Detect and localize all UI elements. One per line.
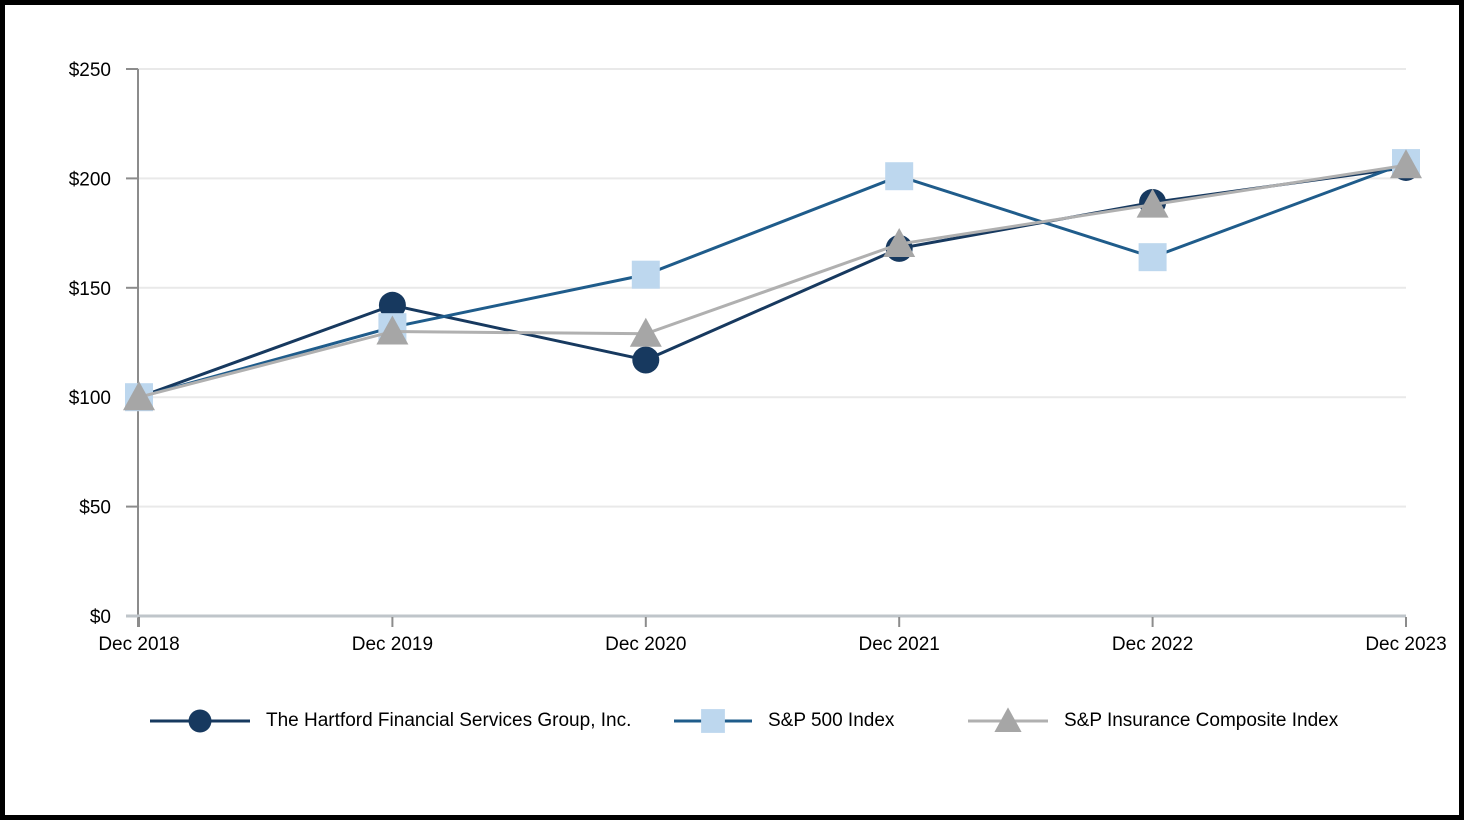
insurance-line-triangle-icon [968, 707, 1048, 733]
legend-marker [188, 709, 212, 733]
y-tick-label: $0 [90, 607, 111, 628]
series-1-marker [631, 260, 660, 289]
legend-marker [994, 707, 1022, 733]
legend-label-sp500: S&P 500 Index [768, 710, 895, 731]
legend-label-insurance: S&P Insurance Composite Index [1064, 710, 1339, 731]
x-tick-label: Dec 2019 [352, 634, 433, 655]
y-tick-label: $50 [79, 498, 111, 519]
series-0-marker [378, 291, 406, 319]
series-1-line [138, 161, 1407, 399]
series-2-marker [1390, 149, 1422, 179]
axes [126, 68, 1407, 627]
x-tick-label: Dec 2022 [1112, 634, 1193, 655]
y-tick-label: $150 [69, 279, 111, 300]
x-tick-label: Dec 2023 [1365, 634, 1446, 655]
series-2-line [138, 163, 1407, 399]
series-2-marker [629, 317, 662, 347]
legend-item-hartford: The Hartford Financial Services Group, I… [150, 705, 631, 737]
axis-labels: $0 $50 $100 $150 $200 $250 Dec 2018 Dec 2019 Dec… [69, 60, 1447, 655]
series-0-marker [632, 346, 660, 374]
stock-performance-line-chart: $0 $50 $100 $150 $200 $250 Dec 2018 Dec 2019 Dec… [69, 60, 1447, 655]
x-tick-label: Dec 2021 [859, 634, 940, 655]
y-tick-label: $100 [69, 388, 111, 409]
series-2-marker [376, 315, 409, 345]
series-2-marker [1136, 188, 1169, 218]
series-0-line [138, 165, 1407, 399]
chart-legend: The Hartford Financial Services Group, I… [5, 705, 1459, 737]
legend-label-hartford: The Hartford Financial Services Group, I… [266, 710, 632, 731]
y-tick-label: $200 [69, 169, 111, 190]
x-tick-label: Dec 2018 [98, 634, 179, 655]
series-2-marker [123, 381, 155, 411]
legend-item-insurance: S&P Insurance Composite Index [968, 705, 1338, 737]
series-1-marker [885, 162, 914, 191]
series-1-marker [1138, 243, 1167, 272]
sp500-line-square-icon [674, 709, 752, 733]
y-tick-label: $250 [69, 60, 111, 81]
hartford-line-circle-icon [150, 709, 250, 733]
legend-marker [701, 709, 725, 733]
legend-item-sp500: S&P 500 Index [674, 705, 894, 737]
x-tick-label: Dec 2020 [605, 634, 686, 655]
series-2 [123, 149, 1422, 411]
series-2-marker [883, 228, 916, 258]
series-1 [125, 149, 1420, 412]
